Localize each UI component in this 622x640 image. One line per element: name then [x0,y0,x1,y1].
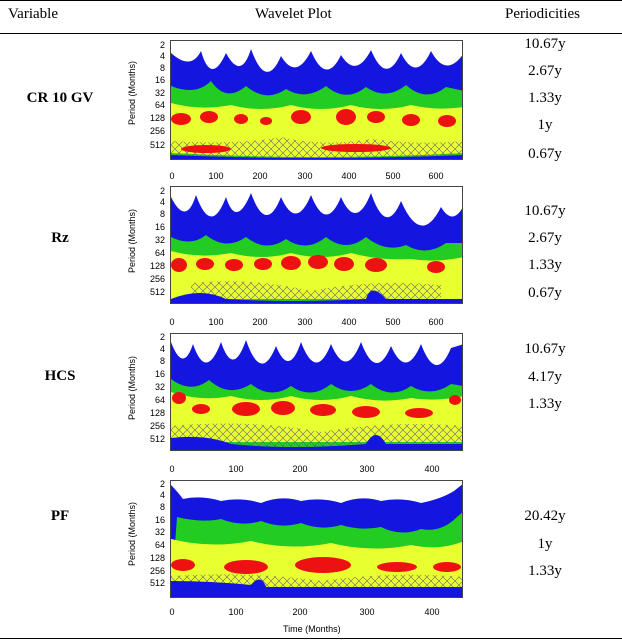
x-tick: 0 [169,464,175,474]
variable-pf: PF [50,508,70,524]
periodicity: 20.42y [524,508,566,524]
y-tick: 32 [154,527,165,537]
x-tick: 300 [297,171,313,181]
x-tick: 100 [208,317,224,327]
periodicity: 0.67y [528,285,562,301]
y-tick: 8 [159,209,165,219]
periodicity: 1y [537,117,553,133]
x-tick: 400 [424,464,440,474]
y-tick: 8 [159,502,165,512]
y-tick: 16 [154,515,165,525]
x-tick: 200 [252,171,268,181]
y-tick: 256 [149,274,165,284]
y-tick: 32 [154,382,165,392]
y-tick: 128 [149,408,165,418]
variable-rz: Rz [51,230,69,246]
y-tick: 64 [154,100,165,110]
table-bottom-rule [0,638,622,639]
x-tick: 0 [169,171,175,181]
periodicity: 10.67y [524,341,566,357]
y-tick: 32 [154,88,165,98]
periodicity: 1.33y [528,396,562,412]
x-tick: 400 [424,607,440,617]
y-tick: 512 [149,434,165,444]
y-tick: 16 [154,222,165,232]
y-tick: 2 [159,332,165,342]
y-tick: 128 [149,553,165,563]
y-tick: 256 [149,421,165,431]
x-tick: 500 [385,171,401,181]
y-tick: 128 [149,113,165,123]
y-tick: 64 [154,395,165,405]
x-tick: 400 [341,171,357,181]
x-tick: 0 [169,607,175,617]
periodicity: 0.67y [528,146,562,162]
y-tick: 16 [154,369,165,379]
x-tick: 600 [428,171,444,181]
y-tick: 16 [154,75,165,85]
header-rule [0,33,622,34]
y-tick: 4 [159,344,165,354]
y-tick: 256 [149,126,165,136]
wavelet-plot-rz [170,186,463,304]
periodicity: 2.67y [528,230,562,246]
periodicity: 1.33y [528,90,562,106]
x-tick: 300 [297,317,313,327]
x-tick: 100 [228,607,244,617]
x-tick: 200 [252,317,268,327]
x-tick: 400 [341,317,357,327]
variable-cr10gv: CR 10 GV [26,90,94,106]
header-periodicities: Periodicities [505,6,580,22]
y-tick: 512 [149,140,165,150]
header-variable: Variable [8,6,58,22]
x-axis-label: Time (Months) [283,624,341,634]
x-tick: 100 [208,171,224,181]
x-tick: 100 [228,464,244,474]
x-tick: 600 [428,317,444,327]
y-tick: 8 [159,63,165,73]
y-tick: 2 [159,479,165,489]
variable-hcs: HCS [44,368,76,384]
header-wavelet-plot: Wavelet Plot [255,6,332,22]
wavelet-plot-cr10gv [170,40,463,160]
y-tick: 512 [149,287,165,297]
x-tick: 0 [169,317,175,327]
x-tick: 200 [292,464,308,474]
periodicity: 4.17y [528,369,562,385]
periodicity: 10.67y [524,36,566,52]
y-tick: 2 [159,40,165,50]
y-tick: 4 [159,490,165,500]
periodicity: 1.33y [528,257,562,273]
y-tick: 4 [159,197,165,207]
y-tick: 8 [159,356,165,366]
wavelet-plot-pf [170,480,463,598]
y-tick: 64 [154,248,165,258]
periodicity: 10.67y [524,203,566,219]
y-tick: 4 [159,51,165,61]
y-tick: 256 [149,566,165,576]
x-tick: 200 [292,607,308,617]
periodicity: 2.67y [528,63,562,79]
x-tick: 500 [385,317,401,327]
y-tick: 32 [154,235,165,245]
periodicity: 1y [537,536,553,552]
y-tick: 2 [159,186,165,196]
x-tick: 300 [359,464,375,474]
y-tick: 64 [154,540,165,550]
periodicity: 1.33y [528,563,562,579]
y-tick: 512 [149,578,165,588]
wavelet-plot-hcs [170,333,463,451]
x-tick: 300 [359,607,375,617]
table-top-rule [0,0,622,1]
y-tick: 128 [149,261,165,271]
